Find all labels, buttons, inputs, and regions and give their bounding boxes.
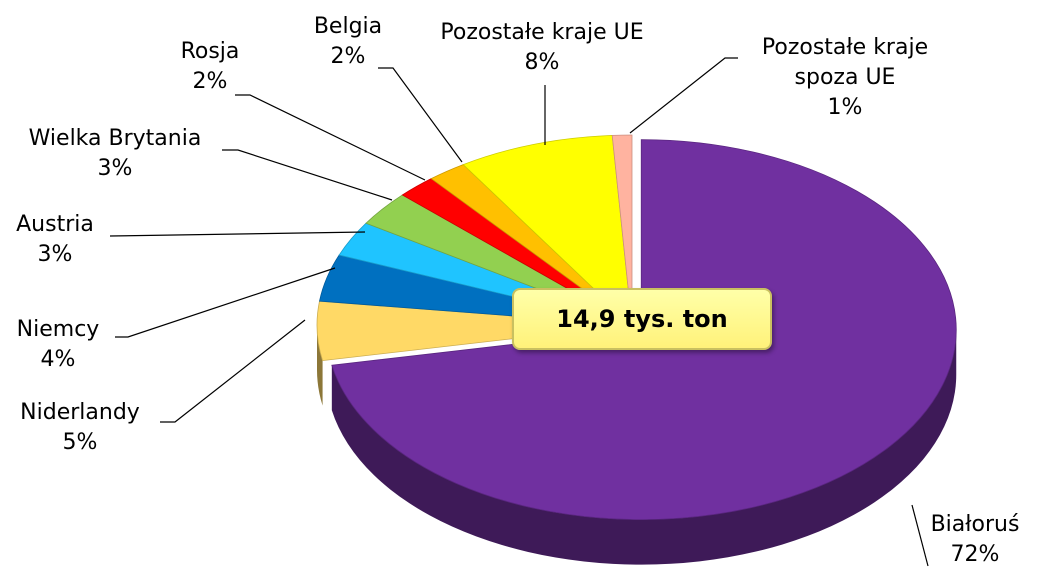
leader-line (629, 57, 738, 134)
slice-value: 4% (40, 347, 76, 372)
slice-label: Białoruś 72% (905, 510, 1043, 570)
slice-name: Rosja (180, 39, 240, 64)
leader-line (378, 67, 463, 163)
slice-value: 3% (37, 242, 73, 267)
slice-side (331, 329, 957, 565)
slice-value: 2% (192, 69, 228, 94)
slice-label: Niemcy 4% (0, 315, 118, 375)
slice (462, 134, 633, 327)
slice-name: Austria (16, 212, 94, 237)
slice-name: Pozostałe kraje UE (440, 20, 644, 45)
slice-value: 3% (97, 156, 133, 181)
leader-line (222, 149, 393, 201)
slice-value: 8% (524, 50, 560, 75)
total-annotation: 14,9 tys. ton (512, 288, 772, 350)
slice-value: 2% (330, 44, 366, 69)
leader-line (160, 319, 306, 423)
slice-label: Austria 3% (0, 210, 115, 270)
slice-label: Niderlandy 5% (0, 398, 160, 458)
slice-value: 1% (827, 95, 863, 120)
leader-line (911, 504, 929, 567)
slice-value: 72% (950, 542, 1000, 567)
slice-label: Rosja 2% (160, 37, 260, 97)
slice-name: Białoruś (930, 512, 1020, 537)
slice-name: Wielka Brytania (28, 126, 202, 151)
slice-name: Belgia (313, 14, 383, 39)
leader-line (109, 231, 366, 237)
slice-name: Pozostałe kraje spoza UE (761, 35, 929, 90)
slice (611, 134, 633, 326)
slice-label: Belgia 2% (298, 12, 398, 72)
slice-name: Niemcy (16, 317, 100, 342)
leader-line (115, 267, 336, 338)
leader-line (235, 94, 426, 181)
slice-value: 5% (62, 430, 98, 455)
slice-label: Pozostałe kraje UE 8% (437, 18, 647, 78)
slice-name: Niderlandy (20, 400, 140, 425)
slice-label: Wielka Brytania 3% (0, 124, 230, 184)
slice-label: Pozostałe kraje spoza UE 1% (730, 33, 960, 123)
